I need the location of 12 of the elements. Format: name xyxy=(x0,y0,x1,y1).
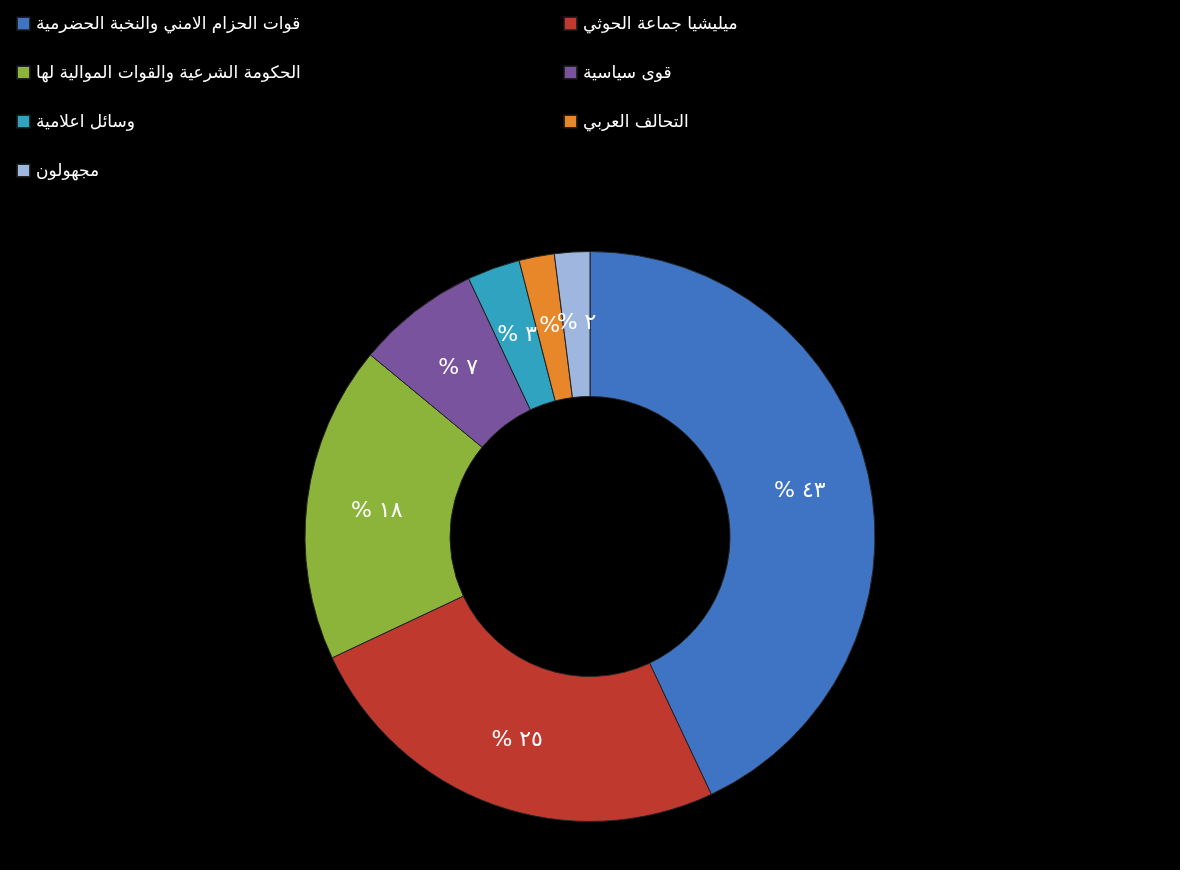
data-label: % ٧ xyxy=(438,353,479,379)
legend-label: التحالف العربي xyxy=(583,110,689,132)
data-label: % ٤٣ xyxy=(774,476,826,502)
legend-label: ميليشيا جماعة الحوثي xyxy=(583,12,738,34)
legend-label: قوى سياسية xyxy=(583,61,672,82)
legend-label: الحكومة الشرعية والقوات الموالية لها xyxy=(36,61,301,83)
legend-label: وسائل اعلامية xyxy=(36,110,136,131)
legend-label: قوات الحزام الامني والنخبة الحضرمية xyxy=(36,12,301,34)
data-label: % ١٨ xyxy=(350,496,403,522)
legend-label: مجهولون xyxy=(36,159,100,181)
data-label: % ٢٥ xyxy=(491,725,543,751)
data-label: % ٣ xyxy=(497,321,538,347)
